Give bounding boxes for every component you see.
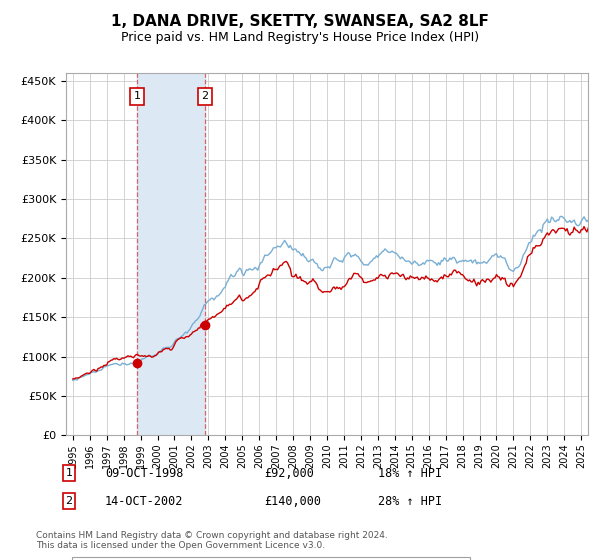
Text: Price paid vs. HM Land Registry's House Price Index (HPI): Price paid vs. HM Land Registry's House … <box>121 31 479 44</box>
Legend: 1, DANA DRIVE, SKETTY, SWANSEA, SA2 8LF (detached house), HPI: Average price, de: 1, DANA DRIVE, SKETTY, SWANSEA, SA2 8LF … <box>71 557 470 560</box>
Text: 1: 1 <box>65 468 73 478</box>
Text: 28% ↑ HPI: 28% ↑ HPI <box>378 494 442 508</box>
Text: 1, DANA DRIVE, SKETTY, SWANSEA, SA2 8LF: 1, DANA DRIVE, SKETTY, SWANSEA, SA2 8LF <box>111 14 489 29</box>
Text: £92,000: £92,000 <box>264 466 314 480</box>
Text: £140,000: £140,000 <box>264 494 321 508</box>
Text: 2: 2 <box>65 496 73 506</box>
Text: 1: 1 <box>133 91 140 101</box>
Text: Contains HM Land Registry data © Crown copyright and database right 2024.
This d: Contains HM Land Registry data © Crown c… <box>36 530 388 550</box>
Text: 14-OCT-2002: 14-OCT-2002 <box>105 494 184 508</box>
Text: 2: 2 <box>201 91 208 101</box>
Text: 18% ↑ HPI: 18% ↑ HPI <box>378 466 442 480</box>
Text: 09-OCT-1998: 09-OCT-1998 <box>105 466 184 480</box>
Bar <box>137 73 205 436</box>
